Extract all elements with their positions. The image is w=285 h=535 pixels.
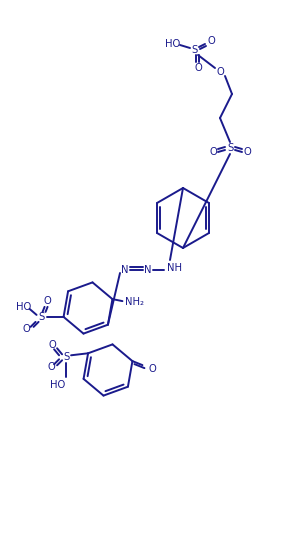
Text: O: O (194, 63, 202, 73)
Text: O: O (47, 362, 55, 372)
Text: S: S (227, 143, 233, 153)
Text: S: S (63, 352, 69, 362)
Text: N: N (144, 265, 152, 275)
Text: NH: NH (166, 263, 182, 273)
Text: O: O (207, 36, 215, 46)
Text: N: N (121, 265, 129, 275)
Text: HO: HO (16, 302, 31, 312)
Text: HO: HO (165, 39, 181, 49)
Text: O: O (148, 364, 156, 374)
Text: O: O (209, 147, 217, 157)
Text: O: O (23, 324, 30, 334)
Text: NH₂: NH₂ (125, 297, 144, 307)
Text: S: S (38, 312, 45, 322)
Text: O: O (48, 340, 56, 350)
Text: O: O (44, 296, 52, 306)
Text: O: O (216, 67, 224, 77)
Text: HO: HO (50, 380, 66, 391)
Text: O: O (243, 147, 251, 157)
Text: S: S (192, 45, 198, 55)
